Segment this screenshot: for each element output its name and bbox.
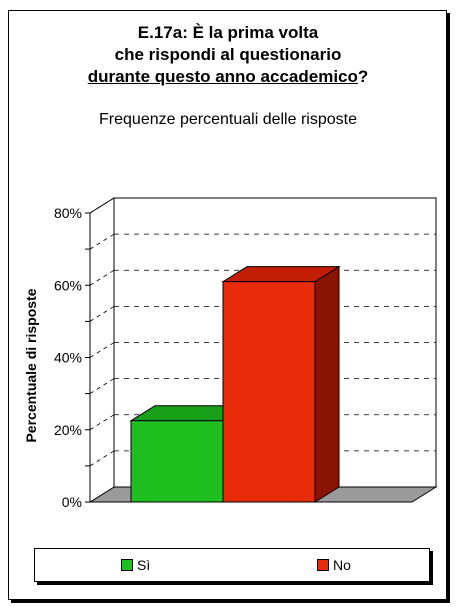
- y-axis-label: Percentuale di risposte: [23, 288, 39, 442]
- title-line-2: che rispondi al questionario: [114, 45, 342, 64]
- y-tick-label: 80%: [54, 205, 82, 221]
- chart-subtitle: Frequenze percentuali delle risposte: [99, 111, 357, 128]
- title-line-3: durante questo anno accademico?: [0, 66, 456, 88]
- y-tick-label: 0%: [62, 494, 82, 510]
- legend-swatch-si: [121, 559, 133, 571]
- legend-label-si: Sì: [137, 557, 151, 573]
- y-tick-label: 20%: [54, 422, 82, 438]
- bar-side-no: [314, 265, 340, 503]
- y-tick-label: 40%: [54, 350, 82, 366]
- legend-entry-no: No: [317, 557, 351, 573]
- legend-label-no: No: [333, 557, 351, 573]
- chart-title: E.17a: È la prima volta che rispondi al …: [0, 22, 456, 88]
- bar-si: [130, 420, 224, 503]
- bar-no: [222, 281, 316, 503]
- y-tick-label: 60%: [54, 277, 82, 293]
- title-underlined: durante questo anno accademico: [87, 67, 358, 86]
- legend-swatch-no: [317, 559, 329, 571]
- title-line-1: E.17a: È la prima volta: [137, 23, 319, 42]
- side-wall: [89, 197, 115, 503]
- legend: Sì No: [34, 548, 430, 582]
- title-suffix: ?: [357, 67, 369, 86]
- legend-entry-si: Sì: [121, 557, 150, 573]
